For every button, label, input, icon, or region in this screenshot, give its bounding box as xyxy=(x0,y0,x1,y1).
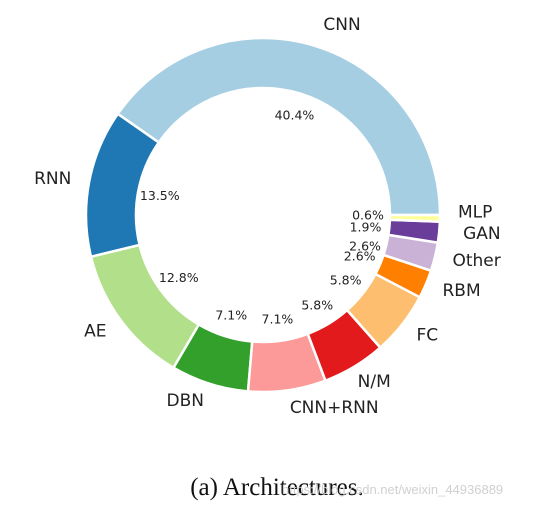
category-label-mlp: MLP xyxy=(458,203,492,223)
category-label-rbm: RBM xyxy=(443,281,481,301)
category-label-ae: AE xyxy=(84,321,106,341)
pct-label-n-m: 5.8% xyxy=(301,297,333,312)
pct-label-other: 2.6% xyxy=(349,238,381,253)
category-label-other: Other xyxy=(452,251,500,271)
percentage-labels: 40.4% 13.5% 12.8% 7.1% 7.1% 5.8% 5.8% 2.6%2.6% 1… xyxy=(140,107,384,326)
slice-cnn xyxy=(116,36,442,217)
pct-label-dbn: 7.1% xyxy=(215,308,247,323)
category-label-dbn: DBN xyxy=(167,391,204,411)
pct-label-gan: 1.9% xyxy=(350,220,382,235)
slice-ae xyxy=(89,243,201,370)
donut-chart: 40.4% 13.5% 12.8% 7.1% 7.1% 5.8% 5.8% 2.6%2.6% 1… xyxy=(34,15,501,418)
slice-mlp xyxy=(388,213,442,223)
figure-caption: (a) Architectures. xyxy=(190,474,364,501)
pct-label-cnn: 40.4% xyxy=(275,107,315,122)
category-label-rnn: RNN xyxy=(34,169,71,189)
category-label-fc: FC xyxy=(416,325,438,345)
pct-label-fc: 5.8% xyxy=(330,272,362,287)
category-label-cnn: CNN xyxy=(323,15,360,35)
category-label-cnn-rnn: CNN+RNN xyxy=(290,398,379,418)
category-label-gan: GAN xyxy=(463,224,501,244)
pct-label-rbm: 2.6% xyxy=(344,249,376,264)
donut-slices xyxy=(84,36,442,394)
pct-label-rnn: 13.5% xyxy=(140,188,180,203)
pct-label-ae: 12.8% xyxy=(159,270,199,285)
watermark: https://blog.csdn.net/weixin_44936889 xyxy=(282,482,504,497)
category-label-n-m: N/M xyxy=(358,372,391,392)
slice-rnn xyxy=(84,112,161,259)
pct-label-mlp: 0.6% xyxy=(352,207,384,222)
pct-label-cnn-rnn: 7.1% xyxy=(262,312,294,327)
